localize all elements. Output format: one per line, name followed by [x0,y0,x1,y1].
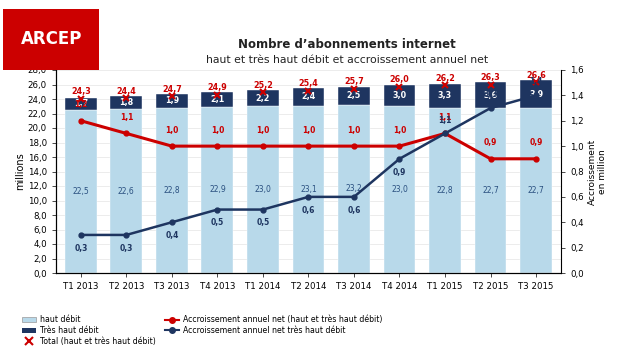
Bar [429,108,461,273]
Text: 2,1: 2,1 [210,95,224,104]
Text: 26,0: 26,0 [389,75,409,84]
Legend: haut débit, Très haut débit, Total (haut et très haut débit), Accroissement annu: haut débit, Très haut débit, Total (haut… [22,315,383,346]
Text: 1,1: 1,1 [438,116,452,125]
Text: 1,9: 1,9 [165,96,179,105]
Text: 0,5: 0,5 [211,218,224,228]
Text: 22,7: 22,7 [482,186,499,195]
Text: 22,8: 22,8 [436,186,453,195]
Text: 1,1: 1,1 [120,113,133,122]
Text: 1,0: 1,0 [302,126,315,135]
Bar [65,110,97,273]
Text: 22,8: 22,8 [164,186,180,195]
Text: 23,2: 23,2 [345,184,362,194]
Bar [338,105,370,273]
Bar [520,108,552,273]
Y-axis label: millions: millions [15,153,25,190]
Text: 25,2: 25,2 [253,81,273,90]
Text: 2,2: 2,2 [255,94,270,103]
Bar [156,94,188,108]
Bar [156,108,188,273]
Text: 1,1: 1,1 [438,113,452,122]
Text: 25,4: 25,4 [299,79,318,89]
Text: 24,7: 24,7 [162,85,182,93]
Text: 0,6: 0,6 [302,206,315,215]
Bar [65,98,97,110]
Bar [384,106,415,273]
Text: 26,3: 26,3 [480,73,500,82]
Text: 1,0: 1,0 [393,126,406,135]
Y-axis label: Accroissement
en million: Accroissement en million [588,138,608,205]
Text: 1,0: 1,0 [165,126,179,135]
Text: 26,2: 26,2 [435,74,455,83]
Text: 22,6: 22,6 [118,187,135,196]
Bar [247,106,279,273]
Text: 3,6: 3,6 [484,91,498,100]
Bar [338,87,370,105]
Text: 1,0: 1,0 [347,126,361,135]
Text: 3,0: 3,0 [392,91,407,100]
Text: 1,2: 1,2 [74,100,87,109]
Text: 22,9: 22,9 [209,186,226,195]
Bar [110,109,143,273]
Text: 24,3: 24,3 [71,88,91,97]
Bar [110,96,143,109]
Text: 1,7: 1,7 [74,99,88,108]
Text: 0,9: 0,9 [393,168,406,177]
Text: 2,4: 2,4 [301,92,316,102]
Text: 0,6: 0,6 [347,206,361,215]
Text: ARCEP: ARCEP [20,30,82,48]
Text: 1,4: 1,4 [529,77,542,86]
Text: 1,0: 1,0 [256,126,270,135]
Bar [247,90,279,106]
Text: 25,7: 25,7 [344,77,364,86]
Text: 3,9: 3,9 [529,90,543,99]
Text: 1,3: 1,3 [484,90,497,99]
Text: 0,4: 0,4 [165,231,179,240]
Text: 23,0: 23,0 [254,185,272,194]
Text: 26,6: 26,6 [526,71,546,80]
Bar [293,88,324,106]
Text: 23,1: 23,1 [300,185,317,194]
Text: 3,3: 3,3 [438,91,452,100]
Text: 24,4: 24,4 [117,87,136,96]
Text: 23,0: 23,0 [391,185,408,194]
Text: 2,5: 2,5 [347,91,361,100]
Text: haut et très haut débit et accroissement annuel net: haut et très haut débit et accroissement… [206,55,489,65]
Text: 0,5: 0,5 [256,218,270,228]
Bar [384,84,415,106]
Bar [202,107,233,273]
Text: 0,3: 0,3 [74,244,87,253]
Text: 0,3: 0,3 [120,244,133,253]
Text: 0,9: 0,9 [529,138,542,147]
Bar [293,106,324,273]
Text: 1,0: 1,0 [211,126,224,135]
Bar [474,108,507,273]
Bar [429,84,461,108]
Text: 1,8: 1,8 [119,98,133,107]
Bar [520,80,552,108]
Bar [474,82,507,108]
Text: 22,7: 22,7 [528,186,544,195]
Text: Nombre d’abonnements internet: Nombre d’abonnements internet [238,38,456,51]
Bar [202,92,233,107]
Text: 24,9: 24,9 [208,83,228,92]
Text: 22,5: 22,5 [73,187,89,196]
Text: 0,9: 0,9 [484,138,497,147]
